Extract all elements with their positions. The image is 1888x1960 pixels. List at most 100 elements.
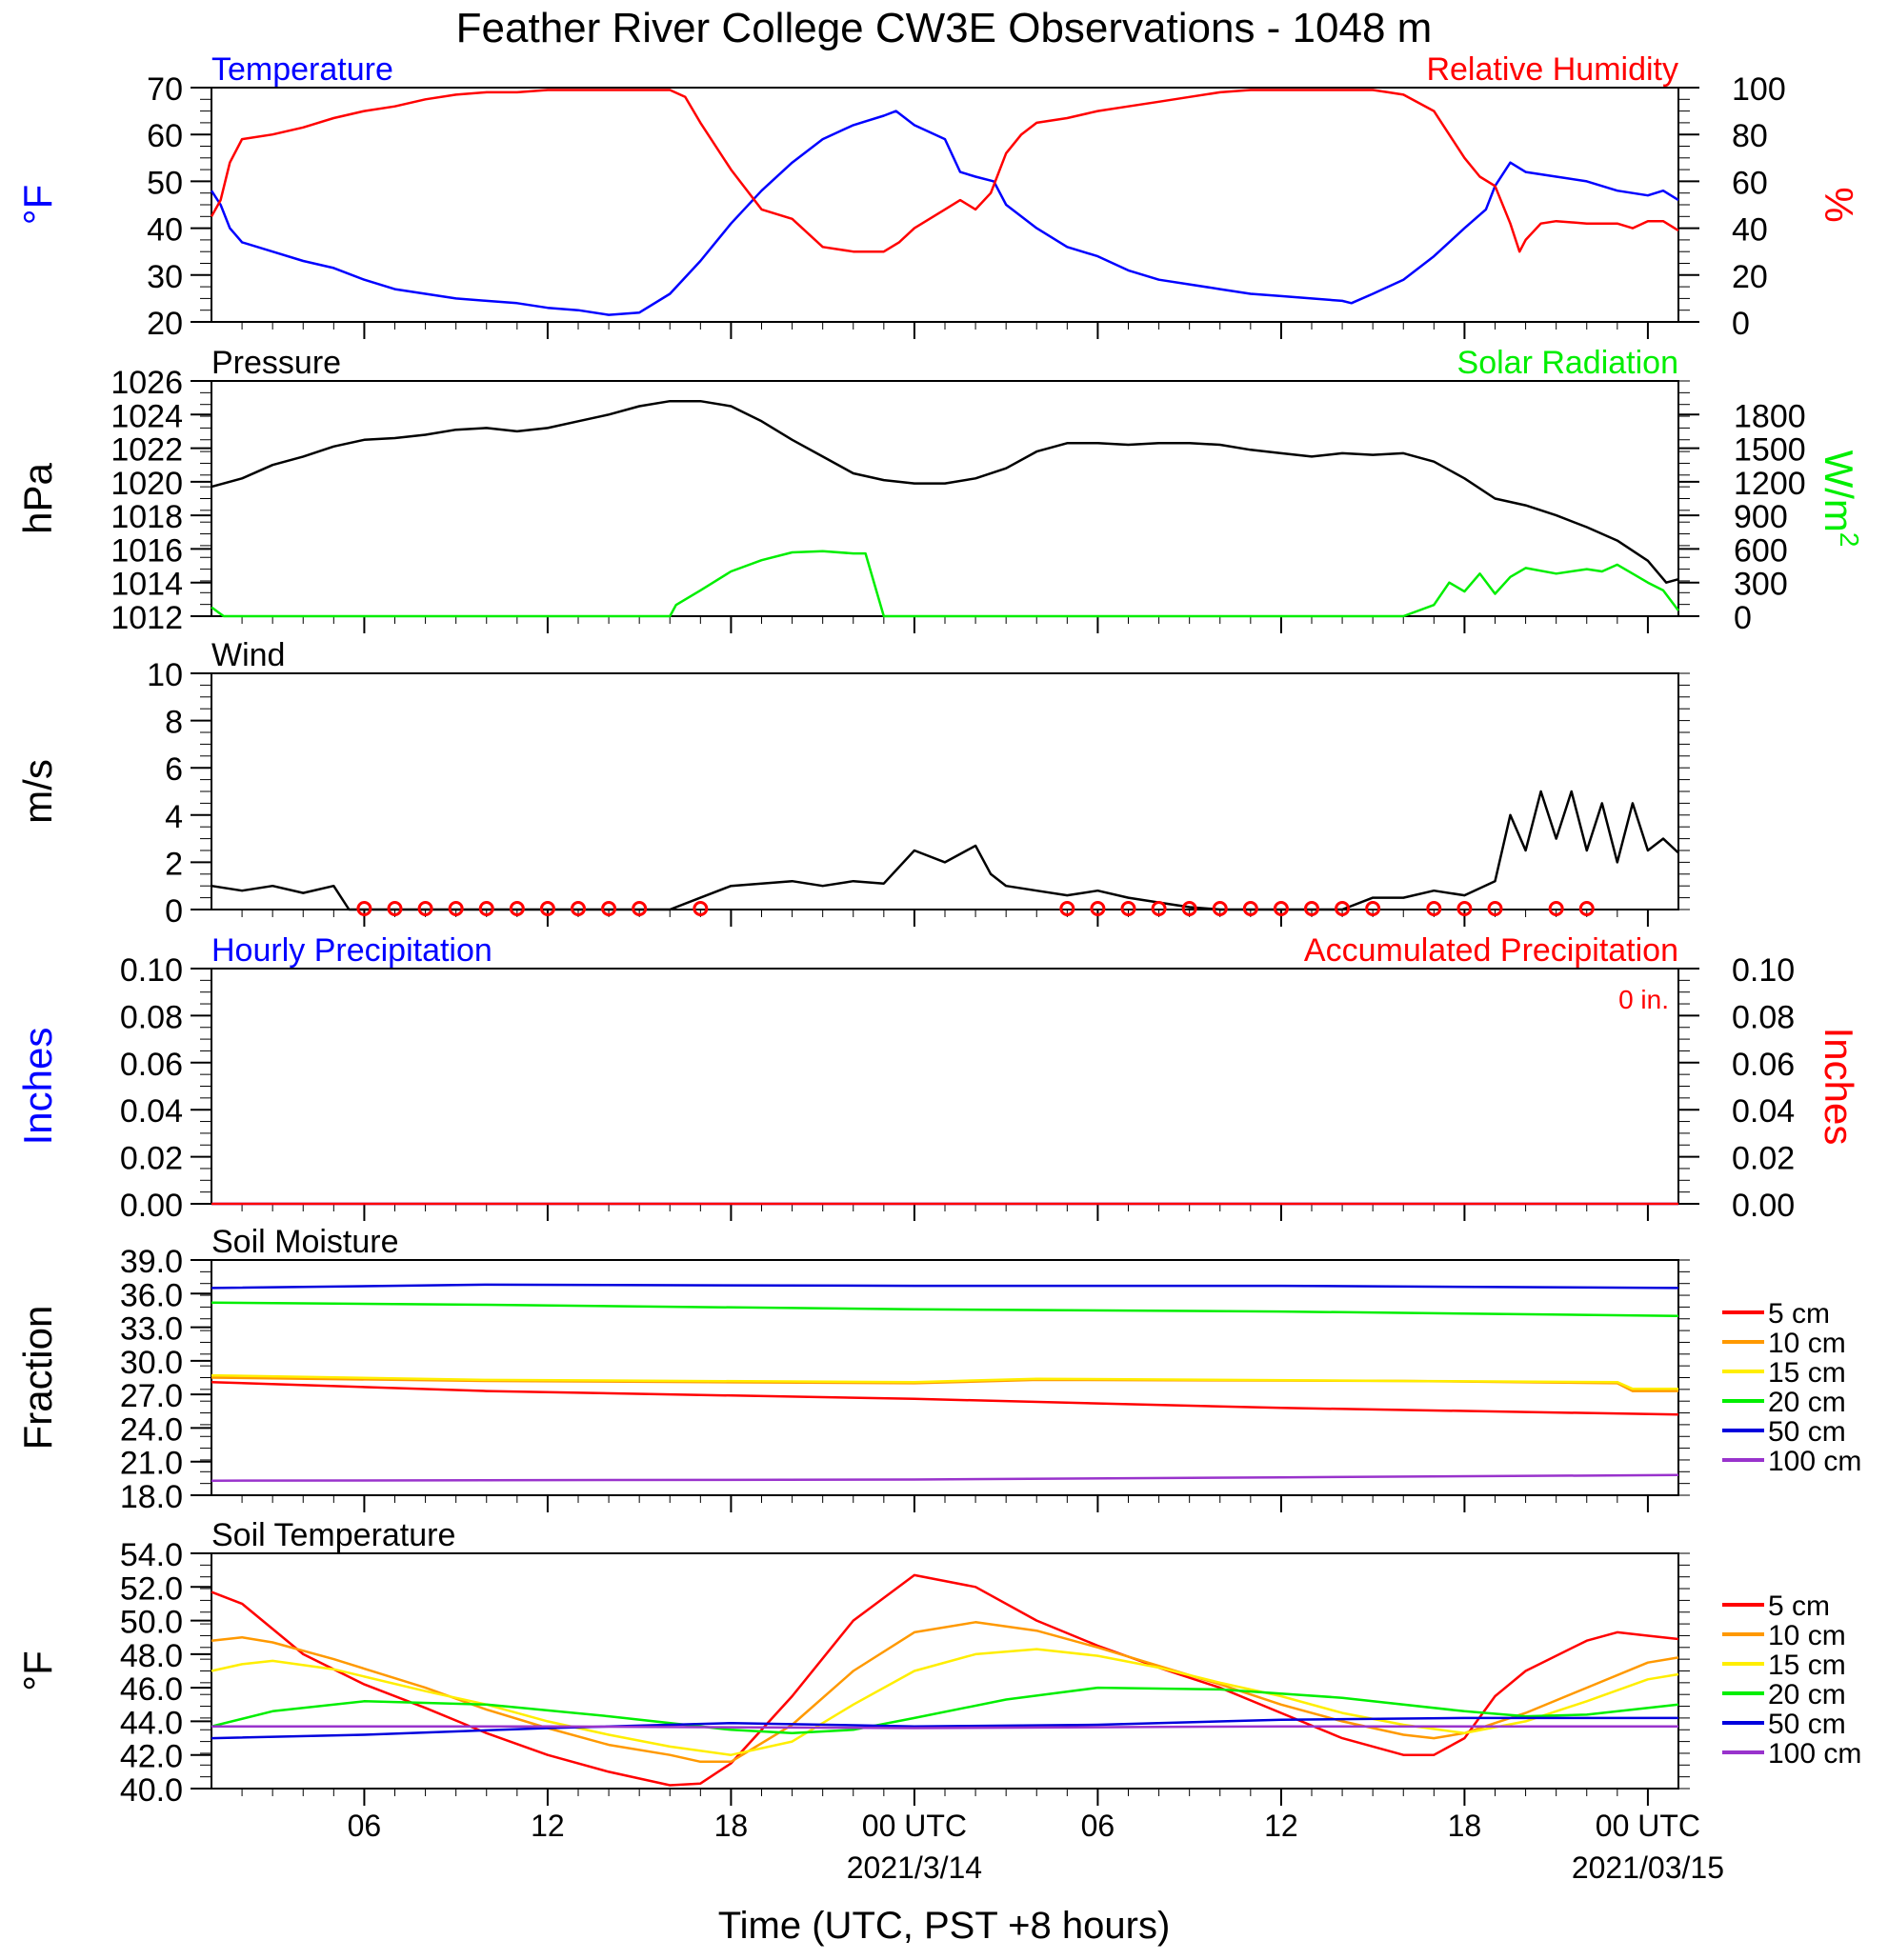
x-tick-label: 12 — [531, 1809, 565, 1843]
y-tick-label: 4 — [165, 799, 183, 835]
y-axis-right-label-text: W/m — [1817, 450, 1861, 532]
panel-frame — [211, 87, 1679, 323]
calm-wind-marker — [1548, 901, 1564, 916]
x-tick-label: 18 — [1448, 1809, 1482, 1843]
y-tick-label: 2 — [165, 846, 183, 882]
y-tick-label: 1012 — [110, 600, 183, 636]
y-axis-label: Inches — [15, 1028, 60, 1146]
x-tick-label: 12 — [1264, 1809, 1298, 1843]
series-line-soilm-4 — [211, 1283, 1679, 1290]
y-tick-label: 8 — [165, 705, 183, 741]
y-tick-label: 30 — [147, 259, 183, 295]
y-axis-label: Fraction — [15, 1306, 60, 1450]
x-tick-label: 00 UTC — [1596, 1809, 1700, 1843]
panel-title-right: Accumulated Precipitation — [1304, 932, 1678, 969]
y-tick-label: 27.0 — [120, 1378, 183, 1414]
panel-frame — [211, 1259, 1679, 1496]
series-line-soilt-0 — [211, 1573, 1679, 1787]
legend-label: 50 cm — [1768, 1709, 1846, 1740]
calm-wind-marker — [1365, 901, 1381, 916]
y-tick-label: 0.04 — [120, 1093, 183, 1130]
x-tick-label: 00 UTC — [862, 1809, 967, 1843]
y-right-tick-label: 100 — [1732, 71, 1786, 108]
y-tick-label: 24.0 — [120, 1411, 183, 1448]
y-axis-right-label-text: Inches — [1817, 1028, 1861, 1146]
calm-wind-marker — [1273, 901, 1289, 916]
series-line-soilm-3 — [211, 1301, 1679, 1318]
x-tick-label: 18 — [714, 1809, 749, 1843]
panel-temp: 20 30 40 50 60 70 0 20 40 60 80 100 Temperature Relat… — [15, 51, 1861, 342]
legend-label: 15 cm — [1768, 1650, 1846, 1681]
y-right-tick-label: 0.06 — [1732, 1047, 1795, 1083]
calm-wind-marker — [1304, 901, 1319, 916]
calm-wind-marker — [1059, 901, 1075, 916]
y-axis-label: hPa — [15, 462, 60, 533]
y-right-tick-label: 40 — [1732, 212, 1768, 249]
series-line-soilt-4 — [211, 1716, 1678, 1740]
series-line-temp-0 — [210, 110, 1679, 316]
y-tick-label: 0.10 — [120, 952, 183, 989]
y-tick-label: 1022 — [110, 432, 183, 469]
panel-frame — [211, 968, 1679, 1205]
y-tick-label: 36.0 — [120, 1277, 183, 1313]
calm-wind-marker — [1120, 901, 1136, 916]
legend-label: 15 cm — [1768, 1357, 1846, 1389]
y-tick-label: 20 — [147, 306, 183, 342]
y-right-tick-label: 0.08 — [1732, 999, 1795, 1035]
y-right-tick-label: 900 — [1734, 499, 1788, 535]
legend-label: 5 cm — [1768, 1298, 1830, 1330]
series-line-soilm-5 — [211, 1473, 1679, 1482]
calm-wind-marker — [693, 901, 709, 916]
y-right-tick-label: 0.00 — [1732, 1188, 1795, 1224]
y-tick-label: 48.0 — [120, 1638, 183, 1674]
x-date-label: 2021/03/15 — [1572, 1850, 1724, 1885]
y-axis-label: °F — [15, 1650, 60, 1690]
series-line-soilt-3 — [211, 1686, 1679, 1735]
panel-title-left: Soil Moisture — [211, 1224, 399, 1260]
calm-wind-marker — [601, 901, 617, 916]
panel-title-left: Pressure — [211, 345, 341, 381]
y-right-tick-label: 300 — [1734, 567, 1788, 603]
y-tick-label: 70 — [147, 71, 183, 108]
calm-wind-marker — [1456, 901, 1473, 916]
y-tick-label: 1024 — [110, 398, 183, 434]
y-tick-label: 46.0 — [120, 1671, 183, 1708]
panel-note: 0 in. — [1618, 985, 1669, 1014]
panel-frame — [211, 380, 1679, 617]
x-axis-label: Time (UTC, PST +8 hours) — [718, 1905, 1171, 1947]
y-axis-right-label: % — [1817, 187, 1861, 222]
panel-title-left: Soil Temperature — [211, 1517, 455, 1553]
x-axis: 06 12 18 00 UTC 06 12 18 00 UTC 2021/3/14 2021/03… — [348, 1809, 1724, 1885]
series-line-pressure-1 — [211, 550, 1679, 618]
y-tick-label: 1018 — [110, 499, 183, 535]
series-line-soilm-2 — [211, 1373, 1678, 1390]
series-line-pressure-0 — [211, 399, 1679, 584]
panel-precip: 0.00 0.02 0.04 0.06 0.08 0.10 0.00 0.02 0.04 0.06… — [15, 932, 1861, 1224]
calm-wind-marker — [1212, 901, 1228, 916]
y-tick-label: 54.0 — [120, 1537, 183, 1573]
y-tick-label: 1014 — [110, 567, 183, 603]
legend-label: 100 cm — [1768, 1446, 1861, 1477]
panel-frame — [211, 672, 1679, 910]
panel-title-left: Temperature — [211, 51, 393, 88]
y-tick-label: 21.0 — [120, 1446, 183, 1482]
calm-wind-marker — [1242, 901, 1258, 916]
y-axis-right-label: W/m2 — [1817, 450, 1864, 548]
y-right-tick-label: 600 — [1734, 532, 1788, 569]
calm-wind-marker — [1426, 901, 1442, 916]
y-tick-label: 0 — [165, 893, 183, 930]
legend-label: 10 cm — [1768, 1328, 1846, 1359]
calm-wind-marker — [509, 901, 525, 916]
calm-wind-marker — [448, 901, 464, 916]
y-right-tick-label: 80 — [1732, 118, 1768, 154]
calm-wind-marker — [539, 901, 555, 916]
y-tick-label: 44.0 — [120, 1705, 183, 1741]
calm-wind-marker — [1181, 901, 1197, 916]
y-right-tick-label: 20 — [1732, 259, 1768, 295]
legend-label: 20 cm — [1768, 1387, 1846, 1418]
legend-label: 10 cm — [1768, 1620, 1846, 1651]
calm-wind-marker — [478, 901, 494, 916]
